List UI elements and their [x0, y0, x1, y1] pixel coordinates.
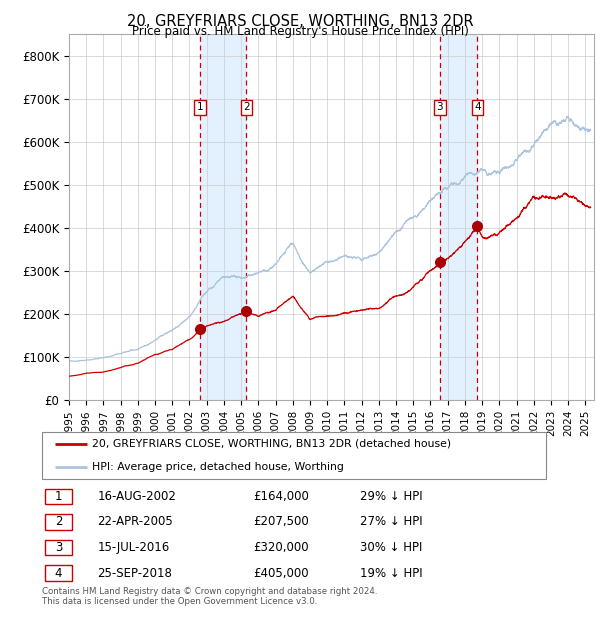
Text: This data is licensed under the Open Government Licence v3.0.: This data is licensed under the Open Gov…	[42, 597, 317, 606]
FancyBboxPatch shape	[44, 540, 72, 556]
FancyBboxPatch shape	[44, 489, 72, 504]
Text: 2: 2	[55, 515, 62, 528]
Text: 27% ↓ HPI: 27% ↓ HPI	[359, 515, 422, 528]
Text: 30% ↓ HPI: 30% ↓ HPI	[359, 541, 422, 554]
Text: 3: 3	[436, 102, 443, 112]
Text: Contains HM Land Registry data © Crown copyright and database right 2024.: Contains HM Land Registry data © Crown c…	[42, 587, 377, 596]
Text: 20, GREYFRIARS CLOSE, WORTHING, BN13 2DR: 20, GREYFRIARS CLOSE, WORTHING, BN13 2DR	[127, 14, 473, 29]
Text: Price paid vs. HM Land Registry's House Price Index (HPI): Price paid vs. HM Land Registry's House …	[131, 25, 469, 38]
Text: 16-AUG-2002: 16-AUG-2002	[97, 490, 176, 503]
FancyBboxPatch shape	[42, 432, 546, 479]
Text: 22-APR-2005: 22-APR-2005	[97, 515, 173, 528]
FancyBboxPatch shape	[44, 515, 72, 529]
Text: 3: 3	[55, 541, 62, 554]
Text: 4: 4	[474, 102, 481, 112]
Text: £207,500: £207,500	[254, 515, 310, 528]
Text: £320,000: £320,000	[254, 541, 310, 554]
Text: 1: 1	[55, 490, 62, 503]
Text: 20, GREYFRIARS CLOSE, WORTHING, BN13 2DR (detached house): 20, GREYFRIARS CLOSE, WORTHING, BN13 2DR…	[92, 439, 452, 449]
Text: 25-SEP-2018: 25-SEP-2018	[97, 567, 172, 580]
Text: £164,000: £164,000	[254, 490, 310, 503]
Text: 1: 1	[197, 102, 203, 112]
Bar	[200, 34, 247, 400]
Text: £405,000: £405,000	[254, 567, 310, 580]
Bar	[440, 34, 478, 400]
Text: 2: 2	[243, 102, 250, 112]
Text: 29% ↓ HPI: 29% ↓ HPI	[359, 490, 422, 503]
Text: 15-JUL-2016: 15-JUL-2016	[97, 541, 170, 554]
FancyBboxPatch shape	[44, 565, 72, 581]
Text: 4: 4	[55, 567, 62, 580]
Text: HPI: Average price, detached house, Worthing: HPI: Average price, detached house, Wort…	[92, 462, 344, 472]
Text: 19% ↓ HPI: 19% ↓ HPI	[359, 567, 422, 580]
